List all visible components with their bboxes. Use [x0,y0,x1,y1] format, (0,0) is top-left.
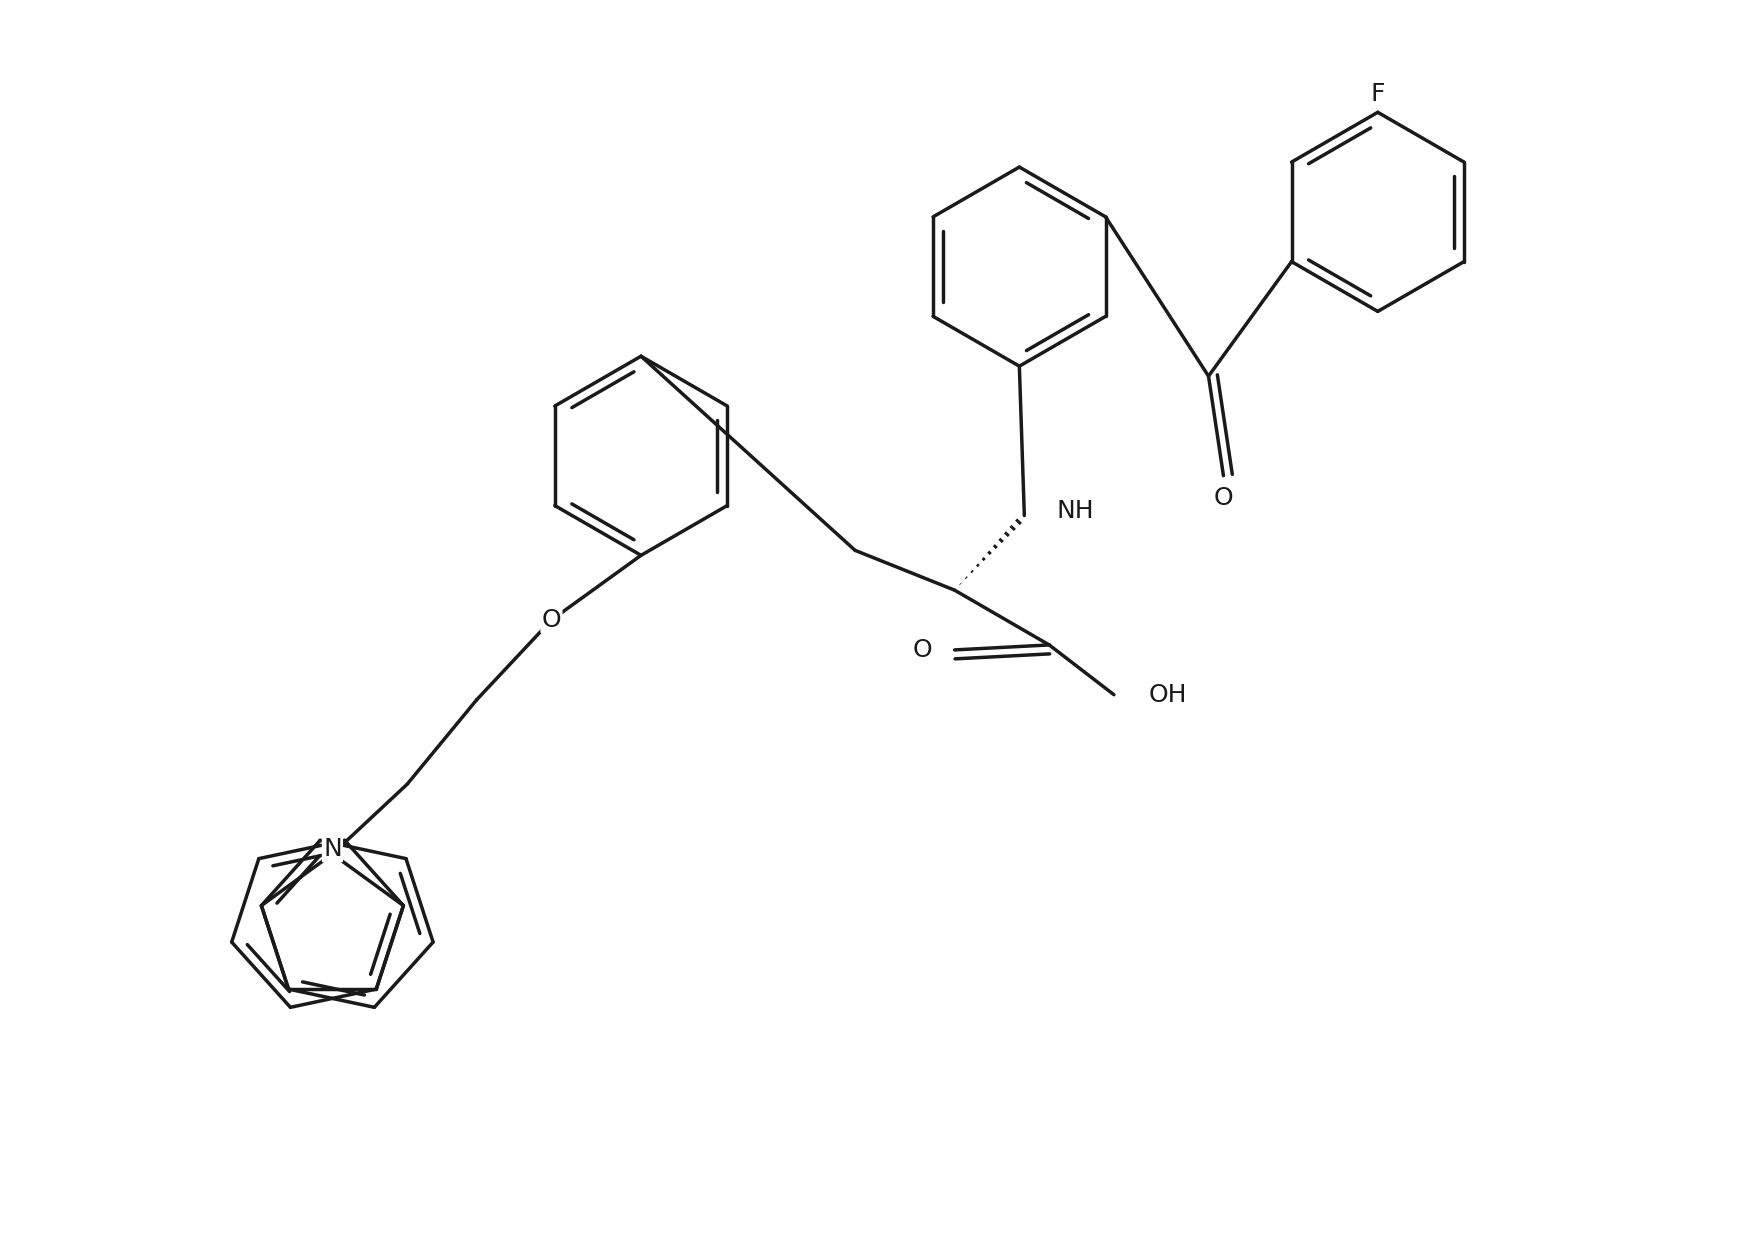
Text: NH: NH [1056,499,1093,523]
Text: O: O [1213,485,1233,509]
Text: OH: OH [1149,683,1187,707]
Text: F: F [1371,82,1385,106]
Text: N: N [323,837,342,861]
Text: O: O [913,638,932,662]
Text: O: O [541,609,560,633]
